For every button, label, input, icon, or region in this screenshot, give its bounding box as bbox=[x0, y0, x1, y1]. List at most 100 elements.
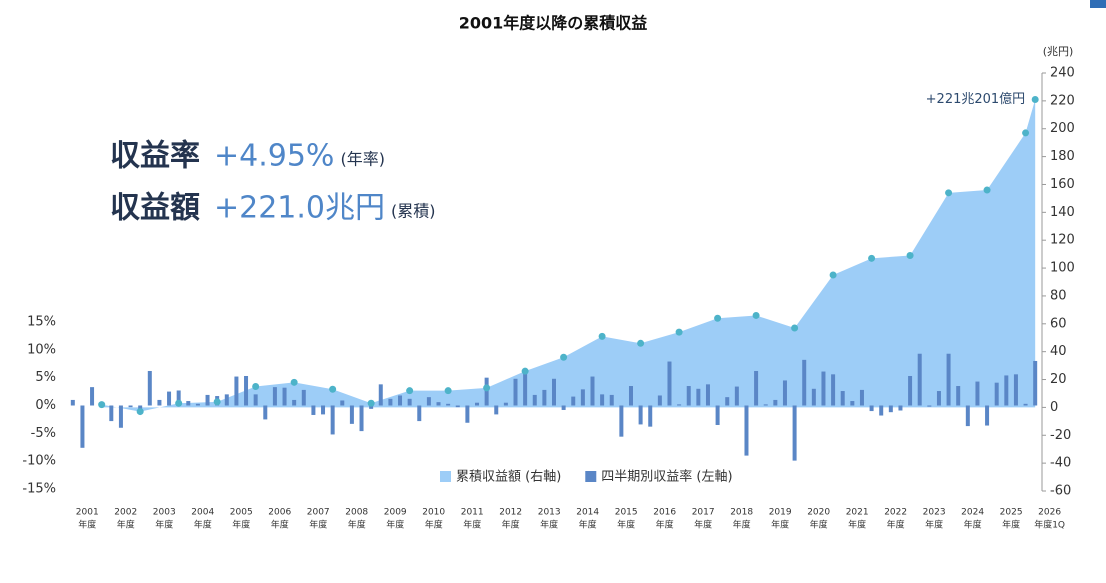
cumulative-point bbox=[675, 328, 683, 336]
bar bbox=[436, 402, 441, 406]
x-tick-label: 2024 bbox=[961, 508, 984, 518]
bar bbox=[542, 389, 547, 406]
x-tick-label: 2016 bbox=[653, 508, 676, 518]
bar bbox=[455, 405, 460, 408]
x-tick-label: 2005 bbox=[230, 508, 253, 518]
x-tick-label-unit: 年度1Q bbox=[1034, 519, 1065, 531]
y-tick-label: 10% bbox=[27, 342, 56, 357]
bar bbox=[552, 378, 556, 406]
bar bbox=[580, 389, 585, 406]
corner-mark bbox=[1090, 0, 1106, 8]
bar bbox=[763, 404, 768, 406]
y2-unit: (兆円) bbox=[1043, 45, 1074, 58]
bar bbox=[619, 405, 624, 437]
bar bbox=[811, 388, 816, 406]
x-tick-label-unit: 年度 bbox=[425, 519, 443, 531]
x-tick-label-unit: 年度 bbox=[617, 519, 635, 531]
bar bbox=[340, 400, 345, 406]
cumulative-point bbox=[829, 271, 837, 279]
headline-note: (累積) bbox=[391, 202, 436, 221]
bar bbox=[898, 405, 903, 411]
bar bbox=[590, 376, 595, 406]
bar bbox=[696, 388, 701, 406]
y-tick-label: 15% bbox=[27, 315, 56, 330]
bar bbox=[128, 405, 133, 408]
bar bbox=[138, 405, 143, 409]
cumulative-point bbox=[752, 311, 760, 319]
x-tick-label-unit: 年度 bbox=[964, 519, 982, 531]
x-tick-label: 2023 bbox=[923, 508, 946, 518]
bar bbox=[426, 397, 431, 406]
cumulative-point bbox=[637, 339, 645, 347]
y2-tick-label: 240 bbox=[1050, 66, 1075, 81]
cumulative-point bbox=[483, 384, 491, 392]
bar bbox=[359, 405, 364, 432]
x-tick-label: 2007 bbox=[307, 508, 330, 518]
bar bbox=[956, 386, 961, 406]
x-tick-label-unit: 年度 bbox=[656, 519, 674, 531]
x-tick-label-unit: 年度 bbox=[540, 519, 558, 531]
bar bbox=[90, 387, 95, 406]
cumulative-point bbox=[213, 398, 221, 406]
bar bbox=[1033, 360, 1038, 406]
x-tick-label: 2019 bbox=[769, 508, 792, 518]
bar bbox=[205, 394, 210, 406]
x-tick-label: 2004 bbox=[191, 508, 214, 518]
x-tick-label-unit: 年度 bbox=[848, 519, 866, 531]
bar bbox=[494, 405, 499, 415]
bar bbox=[484, 377, 489, 406]
x-tick-label-unit: 年度 bbox=[502, 519, 520, 531]
y-tick-label: 0% bbox=[35, 398, 56, 413]
x-tick-label: 2009 bbox=[384, 508, 407, 518]
bar bbox=[109, 405, 114, 422]
bar bbox=[715, 405, 720, 425]
headline-label: 収益率 bbox=[110, 139, 200, 174]
bar bbox=[532, 394, 537, 406]
x-tick-label: 2021 bbox=[846, 508, 869, 518]
x-tick-label: 2018 bbox=[730, 508, 753, 518]
headline-note: (年率) bbox=[340, 150, 385, 169]
x-tick-label-unit: 年度 bbox=[733, 519, 751, 531]
bar bbox=[802, 359, 807, 406]
bar bbox=[561, 405, 566, 410]
bar bbox=[186, 401, 191, 406]
x-tick-label-unit: 年度 bbox=[694, 519, 712, 531]
bar bbox=[475, 402, 480, 406]
x-tick-label: 2001 bbox=[76, 508, 99, 518]
bar bbox=[734, 386, 739, 406]
bar bbox=[754, 370, 759, 406]
cumulative-point bbox=[714, 314, 722, 322]
legend-label: 四半期別収益率 (左軸) bbox=[601, 469, 732, 485]
headline-label: 収益額 bbox=[110, 191, 200, 226]
bar bbox=[946, 353, 951, 406]
x-tick-label-unit: 年度 bbox=[463, 519, 481, 531]
y2-tick-label: 160 bbox=[1050, 177, 1075, 192]
bar bbox=[167, 391, 172, 406]
cumulative-point bbox=[98, 401, 106, 409]
x-tick-label-unit: 年度 bbox=[78, 519, 96, 531]
bar bbox=[157, 399, 162, 406]
bar bbox=[705, 384, 710, 406]
y2-tick-label: 0 bbox=[1050, 400, 1058, 415]
bar bbox=[657, 395, 662, 406]
cumulative-point bbox=[906, 252, 914, 260]
cumulative-point bbox=[945, 189, 953, 197]
bar bbox=[292, 399, 297, 406]
bar bbox=[831, 374, 836, 406]
bar bbox=[965, 405, 970, 427]
bar bbox=[840, 391, 845, 406]
headline-value: +4.95% bbox=[214, 139, 334, 174]
bar bbox=[975, 381, 980, 406]
cumulative-point bbox=[175, 399, 183, 407]
bar bbox=[725, 397, 730, 406]
cumulative-point bbox=[367, 399, 375, 407]
headline-value: +221.0兆円 bbox=[214, 191, 385, 226]
bar bbox=[195, 403, 200, 406]
bar bbox=[263, 405, 268, 420]
y2-tick-label: 100 bbox=[1050, 261, 1075, 276]
bar bbox=[927, 405, 932, 407]
y2-tick-label: 60 bbox=[1050, 316, 1067, 331]
bar bbox=[1004, 375, 1009, 406]
headline: 収益率 +4.95% (年率) 収益額 +221.0兆円 (累積) bbox=[110, 139, 436, 226]
